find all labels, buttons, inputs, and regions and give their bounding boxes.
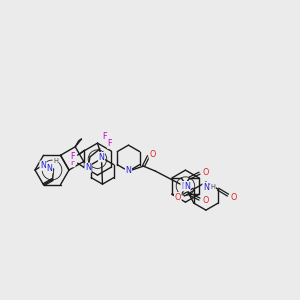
Text: H: H — [53, 158, 58, 164]
Text: N: N — [46, 164, 52, 172]
Text: F: F — [103, 132, 107, 141]
Text: N: N — [98, 153, 104, 162]
Text: F: F — [108, 140, 112, 148]
Text: O: O — [175, 193, 181, 202]
Text: F: F — [70, 158, 75, 166]
Text: O: O — [149, 150, 156, 159]
Text: N: N — [203, 183, 209, 192]
Text: H: H — [211, 184, 215, 190]
Polygon shape — [75, 139, 82, 147]
Text: O: O — [231, 193, 237, 202]
Text: O: O — [202, 168, 209, 177]
Text: N: N — [85, 164, 91, 172]
Text: O: O — [202, 196, 209, 205]
Text: N: N — [40, 161, 46, 170]
Text: N: N — [184, 182, 190, 190]
Text: N: N — [125, 166, 131, 175]
Text: N: N — [181, 182, 187, 190]
Text: F: F — [70, 152, 75, 160]
